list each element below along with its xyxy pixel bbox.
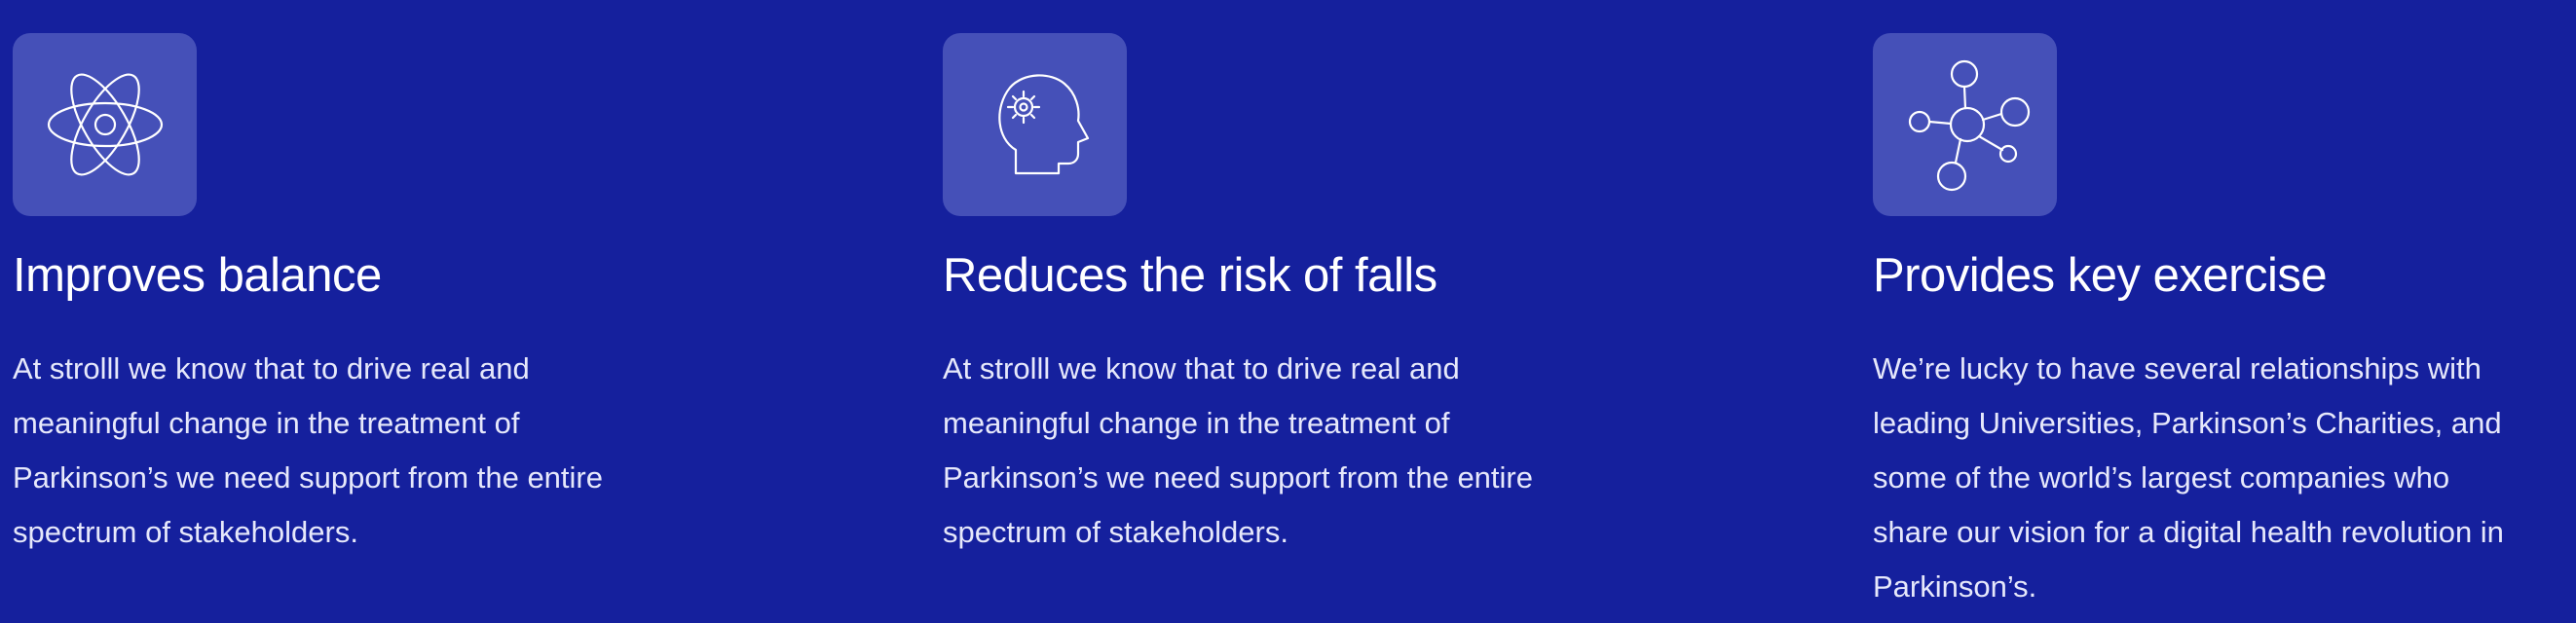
feature-card-reduces-falls: Reduces the risk of falls At strolll we … [943,33,1644,549]
feature-title: Reduces the risk of falls [943,249,1437,302]
feature-description: At strolll we know that to drive real an… [943,351,1533,549]
network-icon [1908,59,2030,192]
feature-card-improves-balance: Improves balance At strolll we know that… [13,33,714,549]
head-gear-icon [997,74,1089,175]
icon-tile [13,33,197,216]
feature-card-provides-exercise: Provides key exercise We’re lucky to hav… [1873,33,2574,604]
icon-tile [943,33,1127,216]
feature-title: Provides key exercise [1873,249,2328,302]
icon-tile [1873,33,2057,216]
atom-icon [47,73,163,176]
feature-description: We’re lucky to have several relationship… [1873,351,2504,604]
feature-description: At strolll we know that to drive real an… [13,351,603,549]
feature-title: Improves balance [13,249,382,302]
